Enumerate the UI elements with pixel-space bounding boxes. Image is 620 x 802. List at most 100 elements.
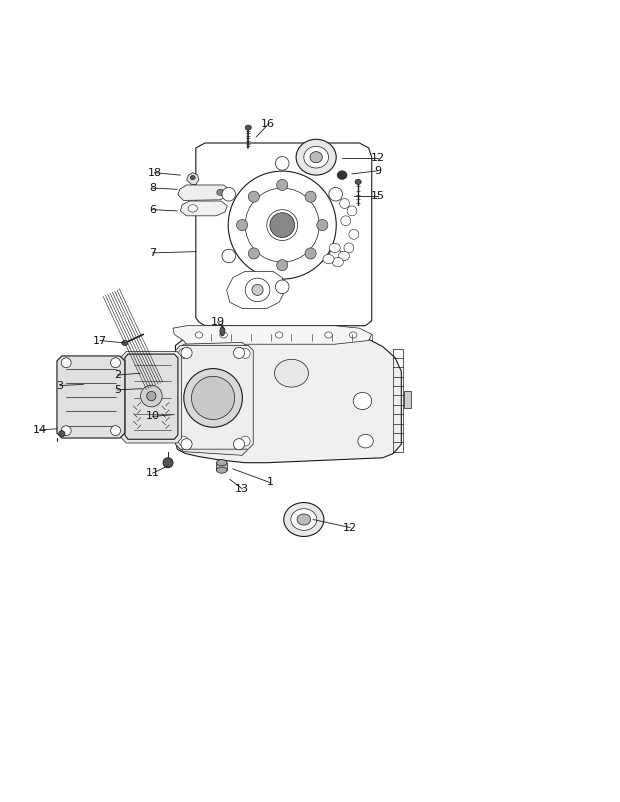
- Ellipse shape: [61, 426, 71, 435]
- Ellipse shape: [340, 199, 350, 209]
- Ellipse shape: [358, 435, 373, 448]
- Text: 18: 18: [148, 168, 162, 177]
- Text: 7: 7: [149, 248, 156, 258]
- Polygon shape: [175, 334, 401, 463]
- Ellipse shape: [317, 220, 328, 231]
- Polygon shape: [196, 143, 372, 326]
- Ellipse shape: [141, 385, 162, 407]
- Ellipse shape: [305, 191, 316, 202]
- Ellipse shape: [234, 439, 244, 450]
- Ellipse shape: [297, 514, 311, 525]
- Ellipse shape: [329, 243, 340, 253]
- Text: 6: 6: [149, 205, 156, 215]
- Ellipse shape: [344, 243, 354, 253]
- Ellipse shape: [329, 249, 342, 263]
- Ellipse shape: [341, 216, 351, 225]
- Ellipse shape: [222, 188, 236, 201]
- Ellipse shape: [353, 392, 372, 410]
- Ellipse shape: [184, 369, 242, 427]
- Ellipse shape: [305, 248, 316, 259]
- Ellipse shape: [332, 257, 343, 267]
- Ellipse shape: [163, 458, 173, 468]
- Text: 3: 3: [56, 381, 63, 391]
- Ellipse shape: [248, 248, 259, 259]
- Ellipse shape: [110, 426, 120, 435]
- Ellipse shape: [252, 285, 263, 295]
- Text: 1: 1: [267, 477, 273, 488]
- Ellipse shape: [181, 347, 192, 358]
- Polygon shape: [227, 271, 285, 309]
- Ellipse shape: [337, 171, 347, 180]
- Ellipse shape: [350, 332, 357, 338]
- Ellipse shape: [275, 280, 289, 294]
- Ellipse shape: [61, 358, 71, 367]
- Ellipse shape: [245, 125, 251, 130]
- Ellipse shape: [323, 254, 334, 264]
- Ellipse shape: [349, 229, 359, 239]
- Ellipse shape: [325, 332, 332, 338]
- Ellipse shape: [179, 349, 188, 358]
- Ellipse shape: [275, 156, 289, 170]
- Polygon shape: [187, 172, 199, 184]
- Text: 19: 19: [210, 317, 224, 327]
- Ellipse shape: [190, 176, 195, 180]
- Ellipse shape: [220, 326, 225, 336]
- Ellipse shape: [222, 249, 236, 263]
- Text: 10: 10: [146, 411, 159, 421]
- Polygon shape: [178, 185, 229, 200]
- Text: 8: 8: [149, 183, 156, 193]
- Text: 16: 16: [261, 119, 275, 129]
- Ellipse shape: [310, 152, 322, 163]
- Ellipse shape: [329, 188, 342, 201]
- Ellipse shape: [270, 213, 294, 237]
- Ellipse shape: [192, 376, 235, 419]
- Polygon shape: [216, 463, 227, 470]
- Polygon shape: [122, 351, 182, 443]
- Ellipse shape: [147, 391, 156, 401]
- Ellipse shape: [248, 191, 259, 202]
- Ellipse shape: [284, 503, 324, 537]
- Ellipse shape: [277, 260, 288, 271]
- Ellipse shape: [339, 251, 350, 261]
- Ellipse shape: [355, 180, 361, 184]
- Ellipse shape: [216, 460, 227, 466]
- Polygon shape: [57, 356, 125, 438]
- Polygon shape: [179, 342, 247, 456]
- Ellipse shape: [275, 359, 309, 387]
- Text: 12: 12: [343, 523, 357, 533]
- Text: 11: 11: [146, 468, 159, 478]
- Polygon shape: [173, 326, 372, 344]
- Ellipse shape: [110, 358, 120, 367]
- Text: 9: 9: [374, 166, 381, 176]
- Ellipse shape: [220, 332, 228, 338]
- Ellipse shape: [237, 220, 247, 231]
- Text: 14: 14: [33, 425, 46, 435]
- Ellipse shape: [188, 205, 197, 213]
- Ellipse shape: [179, 436, 188, 446]
- Ellipse shape: [296, 140, 336, 175]
- Text: 5: 5: [114, 385, 121, 395]
- Ellipse shape: [195, 332, 203, 338]
- Ellipse shape: [304, 147, 329, 168]
- Ellipse shape: [122, 341, 128, 346]
- Ellipse shape: [277, 180, 288, 191]
- Text: 12: 12: [371, 153, 385, 164]
- Ellipse shape: [245, 188, 319, 262]
- Polygon shape: [180, 201, 228, 216]
- Text: 15: 15: [371, 191, 385, 201]
- Ellipse shape: [275, 332, 283, 338]
- Polygon shape: [125, 354, 178, 439]
- Ellipse shape: [181, 439, 192, 450]
- Ellipse shape: [216, 467, 227, 473]
- Polygon shape: [175, 346, 253, 449]
- Ellipse shape: [228, 171, 336, 279]
- Ellipse shape: [245, 278, 270, 302]
- Text: 17: 17: [93, 335, 107, 346]
- Ellipse shape: [241, 436, 250, 446]
- Ellipse shape: [234, 347, 244, 358]
- Text: eReplacementParts.com: eReplacementParts.com: [226, 391, 394, 405]
- Text: 2: 2: [114, 370, 121, 380]
- Ellipse shape: [59, 431, 65, 437]
- Ellipse shape: [217, 189, 224, 196]
- Ellipse shape: [241, 349, 250, 358]
